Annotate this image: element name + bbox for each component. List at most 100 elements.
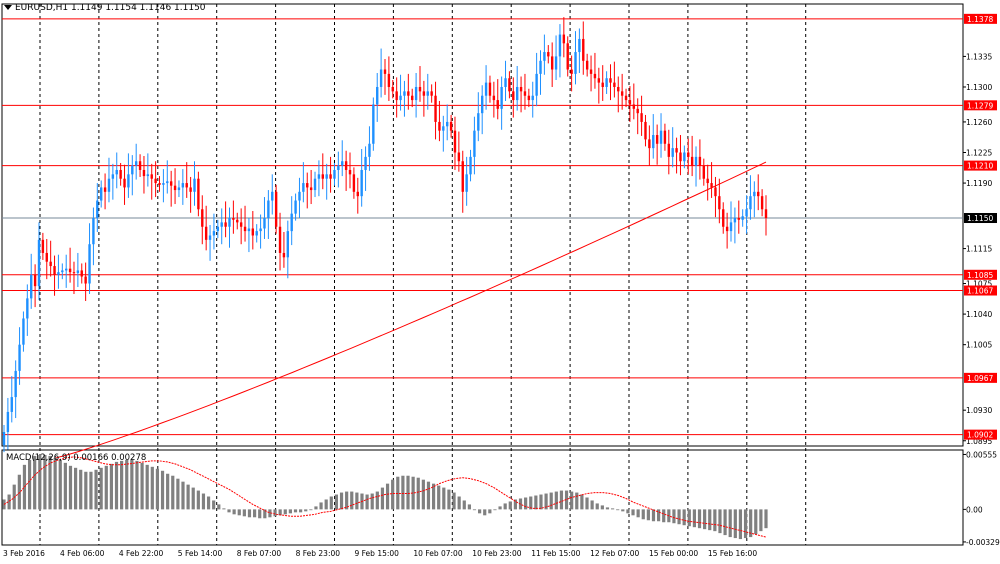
- macd-histogram-bar: [646, 509, 650, 521]
- macd-histogram-bar: [513, 499, 518, 510]
- dropdown-arrow-icon[interactable]: [4, 5, 12, 10]
- time-axis-label: 3 Feb 2016: [3, 549, 45, 558]
- candle-body: [216, 226, 220, 232]
- candle-body: [515, 86, 519, 101]
- macd-histogram-bar: [48, 455, 52, 510]
- candle-body: [193, 178, 196, 192]
- candle-body: [150, 174, 153, 179]
- macd-histogram-bar: [662, 509, 666, 523]
- macd-histogram-bar: [529, 496, 533, 510]
- candle-body: [753, 191, 756, 197]
- macd-histogram-bar: [570, 491, 574, 510]
- candle-body: [648, 139, 651, 149]
- candle-body: [531, 95, 534, 101]
- candle-body: [274, 191, 278, 227]
- candle-body: [14, 370, 17, 398]
- candle-body: [348, 169, 352, 175]
- macd-histogram-bar: [73, 467, 78, 510]
- macd-histogram-bar: [176, 478, 180, 510]
- macd-histogram-bar: [406, 475, 410, 510]
- candle-body: [434, 95, 437, 122]
- macd-histogram-bar: [339, 492, 344, 510]
- candle-body: [131, 165, 134, 175]
- macd-histogram-bar: [559, 490, 564, 510]
- candle-body: [745, 209, 748, 217]
- candle-body: [426, 91, 429, 96]
- candle-body: [430, 91, 433, 96]
- candle-body: [391, 86, 394, 92]
- candle-body: [659, 130, 663, 144]
- candle-body: [45, 252, 48, 262]
- candle-body: [263, 218, 266, 229]
- macd-histogram-bar: [196, 490, 200, 510]
- macd-histogram-bar: [749, 509, 753, 538]
- candle-body: [103, 187, 107, 192]
- macd-histogram-bar: [263, 509, 267, 519]
- candle-body: [624, 95, 628, 101]
- candle-body: [480, 95, 484, 114]
- candle-body: [442, 126, 445, 131]
- candle-body: [760, 196, 764, 210]
- candle-body: [710, 183, 713, 188]
- candle-body: [208, 235, 212, 240]
- macd-histogram-bar: [145, 464, 149, 510]
- macd-histogram-bar: [385, 483, 390, 510]
- time-axis-label: 8 Feb 07:00: [237, 549, 282, 558]
- candle-body: [72, 272, 76, 274]
- candle-body: [169, 181, 173, 186]
- macd-histogram-bar: [534, 495, 538, 510]
- macd-histogram-bar: [160, 470, 165, 510]
- candle-body: [414, 86, 418, 101]
- macd-histogram-bar: [150, 466, 154, 510]
- macd-histogram-bar: [682, 509, 686, 526]
- candle-body: [605, 78, 608, 87]
- candle-body: [609, 78, 612, 83]
- candle-body: [473, 130, 476, 157]
- macd-histogram-bar: [539, 494, 543, 510]
- candle-body: [181, 183, 185, 188]
- macd-histogram-bar: [391, 479, 395, 510]
- macd-histogram-bar: [283, 509, 287, 515]
- candle-body: [92, 218, 95, 245]
- candle-body: [134, 161, 138, 166]
- macd-histogram-bar: [350, 491, 354, 510]
- candle-body: [764, 209, 768, 219]
- candle-body: [185, 183, 188, 188]
- macd-histogram-bar: [288, 509, 292, 514]
- candle-body: [352, 174, 356, 192]
- macd-histogram-bar: [703, 509, 707, 530]
- candle-body: [212, 231, 216, 236]
- candle-body: [80, 270, 83, 277]
- candle-body: [496, 100, 499, 109]
- symbol-header[interactable]: EURUSD,H1 1.1149 1.1154 1.1146 1.1150: [4, 3, 206, 13]
- macd-histogram-bar: [590, 500, 594, 510]
- candle-body: [127, 174, 130, 188]
- price-pane-frame: [1, 3, 964, 447]
- macd-histogram-bar: [483, 509, 487, 516]
- macd-histogram-bar: [206, 496, 211, 510]
- candle-body: [313, 178, 317, 191]
- macd-histogram-bar: [452, 492, 456, 510]
- candle-body: [733, 218, 737, 223]
- level-price-label: 1.1279: [967, 101, 993, 110]
- candle-body: [663, 130, 667, 144]
- macd-histogram-bar: [375, 491, 379, 510]
- candle-body: [492, 95, 496, 101]
- candle-body: [465, 174, 468, 192]
- price-axis-label: 1.1075: [966, 280, 992, 289]
- candle-body: [512, 91, 515, 101]
- candle-body: [18, 344, 21, 371]
- level-price-label: 1.0902: [967, 431, 993, 440]
- macd-histogram-bar: [33, 455, 37, 510]
- candle-body: [33, 274, 37, 287]
- candle-body: [508, 78, 511, 92]
- macd-axis-label: 0.00: [966, 505, 983, 514]
- macd-histogram-bar: [242, 509, 246, 517]
- time-axis-label: 12 Feb 07:00: [590, 549, 639, 558]
- candle-body: [302, 183, 305, 192]
- candle-body: [2, 432, 6, 446]
- macd-histogram-bar: [616, 509, 620, 511]
- candle-body: [640, 113, 643, 122]
- candle-body: [376, 86, 379, 105]
